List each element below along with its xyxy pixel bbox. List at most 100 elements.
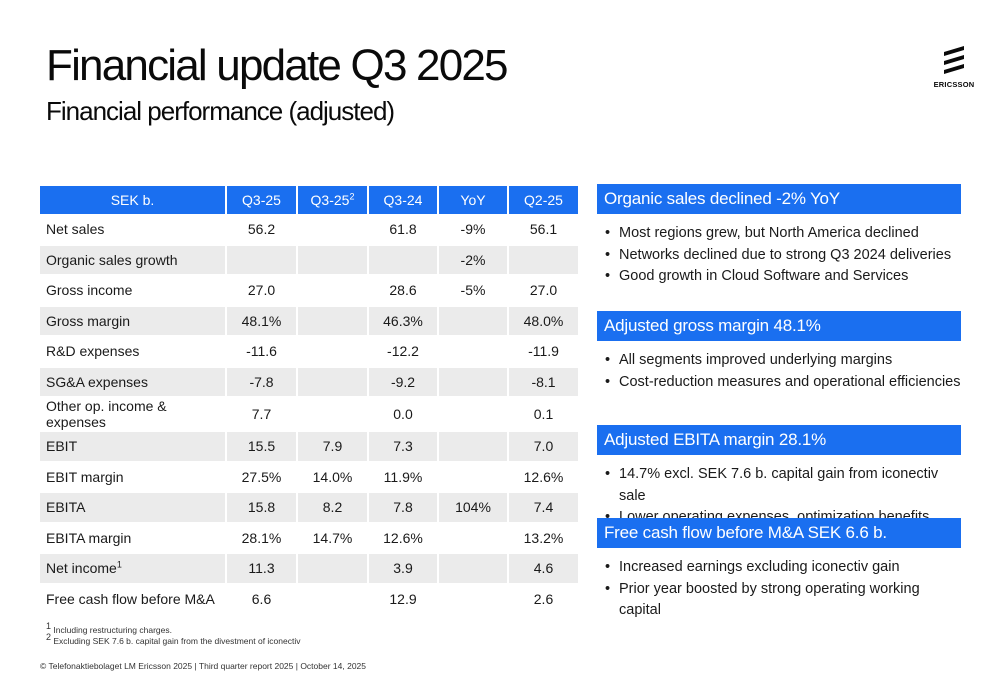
cell-q3-24: 46.3% bbox=[368, 305, 439, 337]
page-subtitle: Financial performance (adjusted) bbox=[46, 96, 395, 126]
row-label: Organic sales growth bbox=[40, 244, 227, 276]
cell-q3-24: 12.6% bbox=[368, 522, 439, 554]
cell-yoy bbox=[438, 336, 509, 368]
cell-q3-25-excl: 14.7% bbox=[297, 522, 369, 554]
bullet-item: Increased earnings excluding iconectiv g… bbox=[597, 557, 961, 579]
panel-header: Free cash flow before M&A SEK 6.6 b. bbox=[597, 518, 961, 548]
bullet-item: Good growth in Cloud Software and Servic… bbox=[597, 266, 961, 288]
row-label: Free cash flow before M&A bbox=[40, 583, 227, 615]
row-label-text: R&D expenses bbox=[46, 343, 140, 360]
cell-q3-25-excl: 14.0% bbox=[297, 461, 369, 493]
cell-q3-24: 3.9 bbox=[368, 553, 439, 585]
cell-yoy bbox=[438, 522, 509, 554]
cell-q3-25-excl: 7.9 bbox=[297, 431, 369, 463]
cell-q3-25: -11.6 bbox=[226, 336, 298, 368]
cell-q3-24: 28.6 bbox=[368, 275, 439, 307]
cell-q3-24: 7.3 bbox=[368, 431, 439, 463]
panel-ebita-margin: Adjusted EBITA margin 28.1% 14.7% excl. … bbox=[597, 425, 961, 529]
cell-q2-25: -8.1 bbox=[508, 366, 578, 398]
footnote-text: Excluding SEK 7.6 b. capital gain from t… bbox=[53, 636, 301, 646]
column-header-yoy: YoY bbox=[438, 186, 509, 214]
bullet-item: Prior year boosted by strong operating w… bbox=[597, 579, 961, 622]
cell-q3-24: 0.0 bbox=[368, 397, 439, 432]
row-label-text: Other op. income & expenses bbox=[46, 398, 167, 430]
row-label: SG&A expenses bbox=[40, 366, 227, 398]
cell-q3-25-excl: 8.2 bbox=[297, 492, 369, 524]
cell-yoy bbox=[438, 461, 509, 493]
page-title: Financial update Q3 2025 bbox=[46, 41, 509, 90]
table-row: EBITA 15.8 8.2 7.8 104% 7.4 bbox=[40, 492, 578, 524]
footnotes: 1 Including restructuring charges. 2 Exc… bbox=[46, 622, 301, 647]
cell-q3-25: 15.5 bbox=[226, 431, 298, 463]
cell-yoy bbox=[438, 305, 509, 337]
cell-q2-25: 0.1 bbox=[508, 397, 578, 432]
cell-q3-25: 56.2 bbox=[226, 214, 298, 246]
table-row: Net income1 11.3 3.9 4.6 bbox=[40, 553, 578, 585]
cell-q3-25: 27.5% bbox=[226, 461, 298, 493]
row-label: EBIT bbox=[40, 431, 227, 463]
table-row: Organic sales growth -2% bbox=[40, 244, 578, 276]
column-header-q3-25: Q3-25 bbox=[226, 186, 298, 214]
bullet-list: Increased earnings excluding iconectiv g… bbox=[597, 557, 961, 622]
ericsson-logo-icon bbox=[944, 46, 964, 74]
cell-q2-25: 4.6 bbox=[508, 553, 578, 585]
cell-yoy bbox=[438, 431, 509, 463]
cell-q3-25: -7.8 bbox=[226, 366, 298, 398]
cell-q3-25: 7.7 bbox=[226, 397, 298, 432]
bullet-item: 14.7% excl. SEK 7.6 b. capital gain from… bbox=[597, 464, 961, 507]
footnote-mark: 2 bbox=[46, 632, 52, 643]
cell-yoy bbox=[438, 583, 509, 615]
financial-table: SEK b. Q3-25 Q3-252 Q3-24 YoY Q2-25 Net … bbox=[40, 186, 578, 615]
row-label-text: Net income bbox=[46, 560, 117, 577]
cell-q2-25 bbox=[508, 244, 578, 276]
panel-organic-sales: Organic sales declined -2% YoY Most regi… bbox=[597, 184, 961, 288]
cell-q3-24: 61.8 bbox=[368, 214, 439, 246]
bullet-item: Cost-reduction measures and operational … bbox=[597, 372, 961, 394]
cell-q3-24: 7.8 bbox=[368, 492, 439, 524]
row-label-text: Organic sales growth bbox=[46, 251, 178, 268]
cell-q3-25-excl bbox=[297, 366, 369, 398]
row-label-text: EBITA margin bbox=[46, 529, 132, 546]
cell-q3-25-excl bbox=[297, 275, 369, 307]
cell-q3-25-excl bbox=[297, 214, 369, 246]
cell-q2-25: 7.0 bbox=[508, 431, 578, 463]
bullet-list: All segments improved underlying margins… bbox=[597, 350, 961, 393]
row-label-text: EBIT margin bbox=[46, 468, 124, 485]
table-row: R&D expenses -11.6 -12.2 -11.9 bbox=[40, 336, 578, 368]
row-label-text: EBITA bbox=[46, 499, 86, 516]
cell-q3-24 bbox=[368, 244, 439, 276]
cell-q2-25: 12.6% bbox=[508, 461, 578, 493]
bullet-item: Networks declined due to strong Q3 2024 … bbox=[597, 245, 961, 267]
column-header-sek: SEK b. bbox=[40, 186, 227, 214]
cell-yoy: -5% bbox=[438, 275, 509, 307]
panel-gross-margin: Adjusted gross margin 48.1% All segments… bbox=[597, 311, 961, 393]
column-header-q3-24: Q3-24 bbox=[368, 186, 439, 214]
row-label: Net income1 bbox=[40, 553, 227, 585]
table-row: EBIT margin 27.5% 14.0% 11.9% 12.6% bbox=[40, 461, 578, 493]
row-label: EBITA bbox=[40, 492, 227, 524]
cell-q3-24: 12.9 bbox=[368, 583, 439, 615]
bullet-item: All segments improved underlying margins bbox=[597, 350, 961, 372]
panel-header: Adjusted gross margin 48.1% bbox=[597, 311, 961, 341]
column-header-q3-25-excl: Q3-252 bbox=[297, 186, 369, 214]
cell-q2-25: 27.0 bbox=[508, 275, 578, 307]
cell-q2-25: 13.2% bbox=[508, 522, 578, 554]
row-label: Net sales bbox=[40, 214, 227, 246]
cell-q2-25: 56.1 bbox=[508, 214, 578, 246]
page-footer: © Telefonaktiebolaget LM Ericsson 2025 |… bbox=[40, 661, 367, 671]
ericsson-logo: ERICSSON bbox=[932, 44, 976, 94]
footnote-2: 2 Excluding SEK 7.6 b. capital gain from… bbox=[46, 633, 301, 647]
table-row: Gross income 27.0 28.6 -5% 27.0 bbox=[40, 275, 578, 307]
row-label: EBIT margin bbox=[40, 461, 227, 493]
cell-q3-25: 48.1% bbox=[226, 305, 298, 337]
footnote-1: 1 Including restructuring charges. bbox=[46, 622, 301, 636]
cell-q3-25-excl bbox=[297, 583, 369, 615]
cell-q3-25-excl bbox=[297, 336, 369, 368]
table-row: EBITA margin 28.1% 14.7% 12.6% 13.2% bbox=[40, 522, 578, 554]
cell-yoy bbox=[438, 553, 509, 585]
column-header-label: Q3-25 bbox=[310, 192, 350, 208]
table-header-row: SEK b. Q3-25 Q3-252 Q3-24 YoY Q2-25 bbox=[40, 186, 578, 214]
panel-header: Organic sales declined -2% YoY bbox=[597, 184, 961, 214]
cell-q2-25: -11.9 bbox=[508, 336, 578, 368]
cell-q3-25 bbox=[226, 244, 298, 276]
